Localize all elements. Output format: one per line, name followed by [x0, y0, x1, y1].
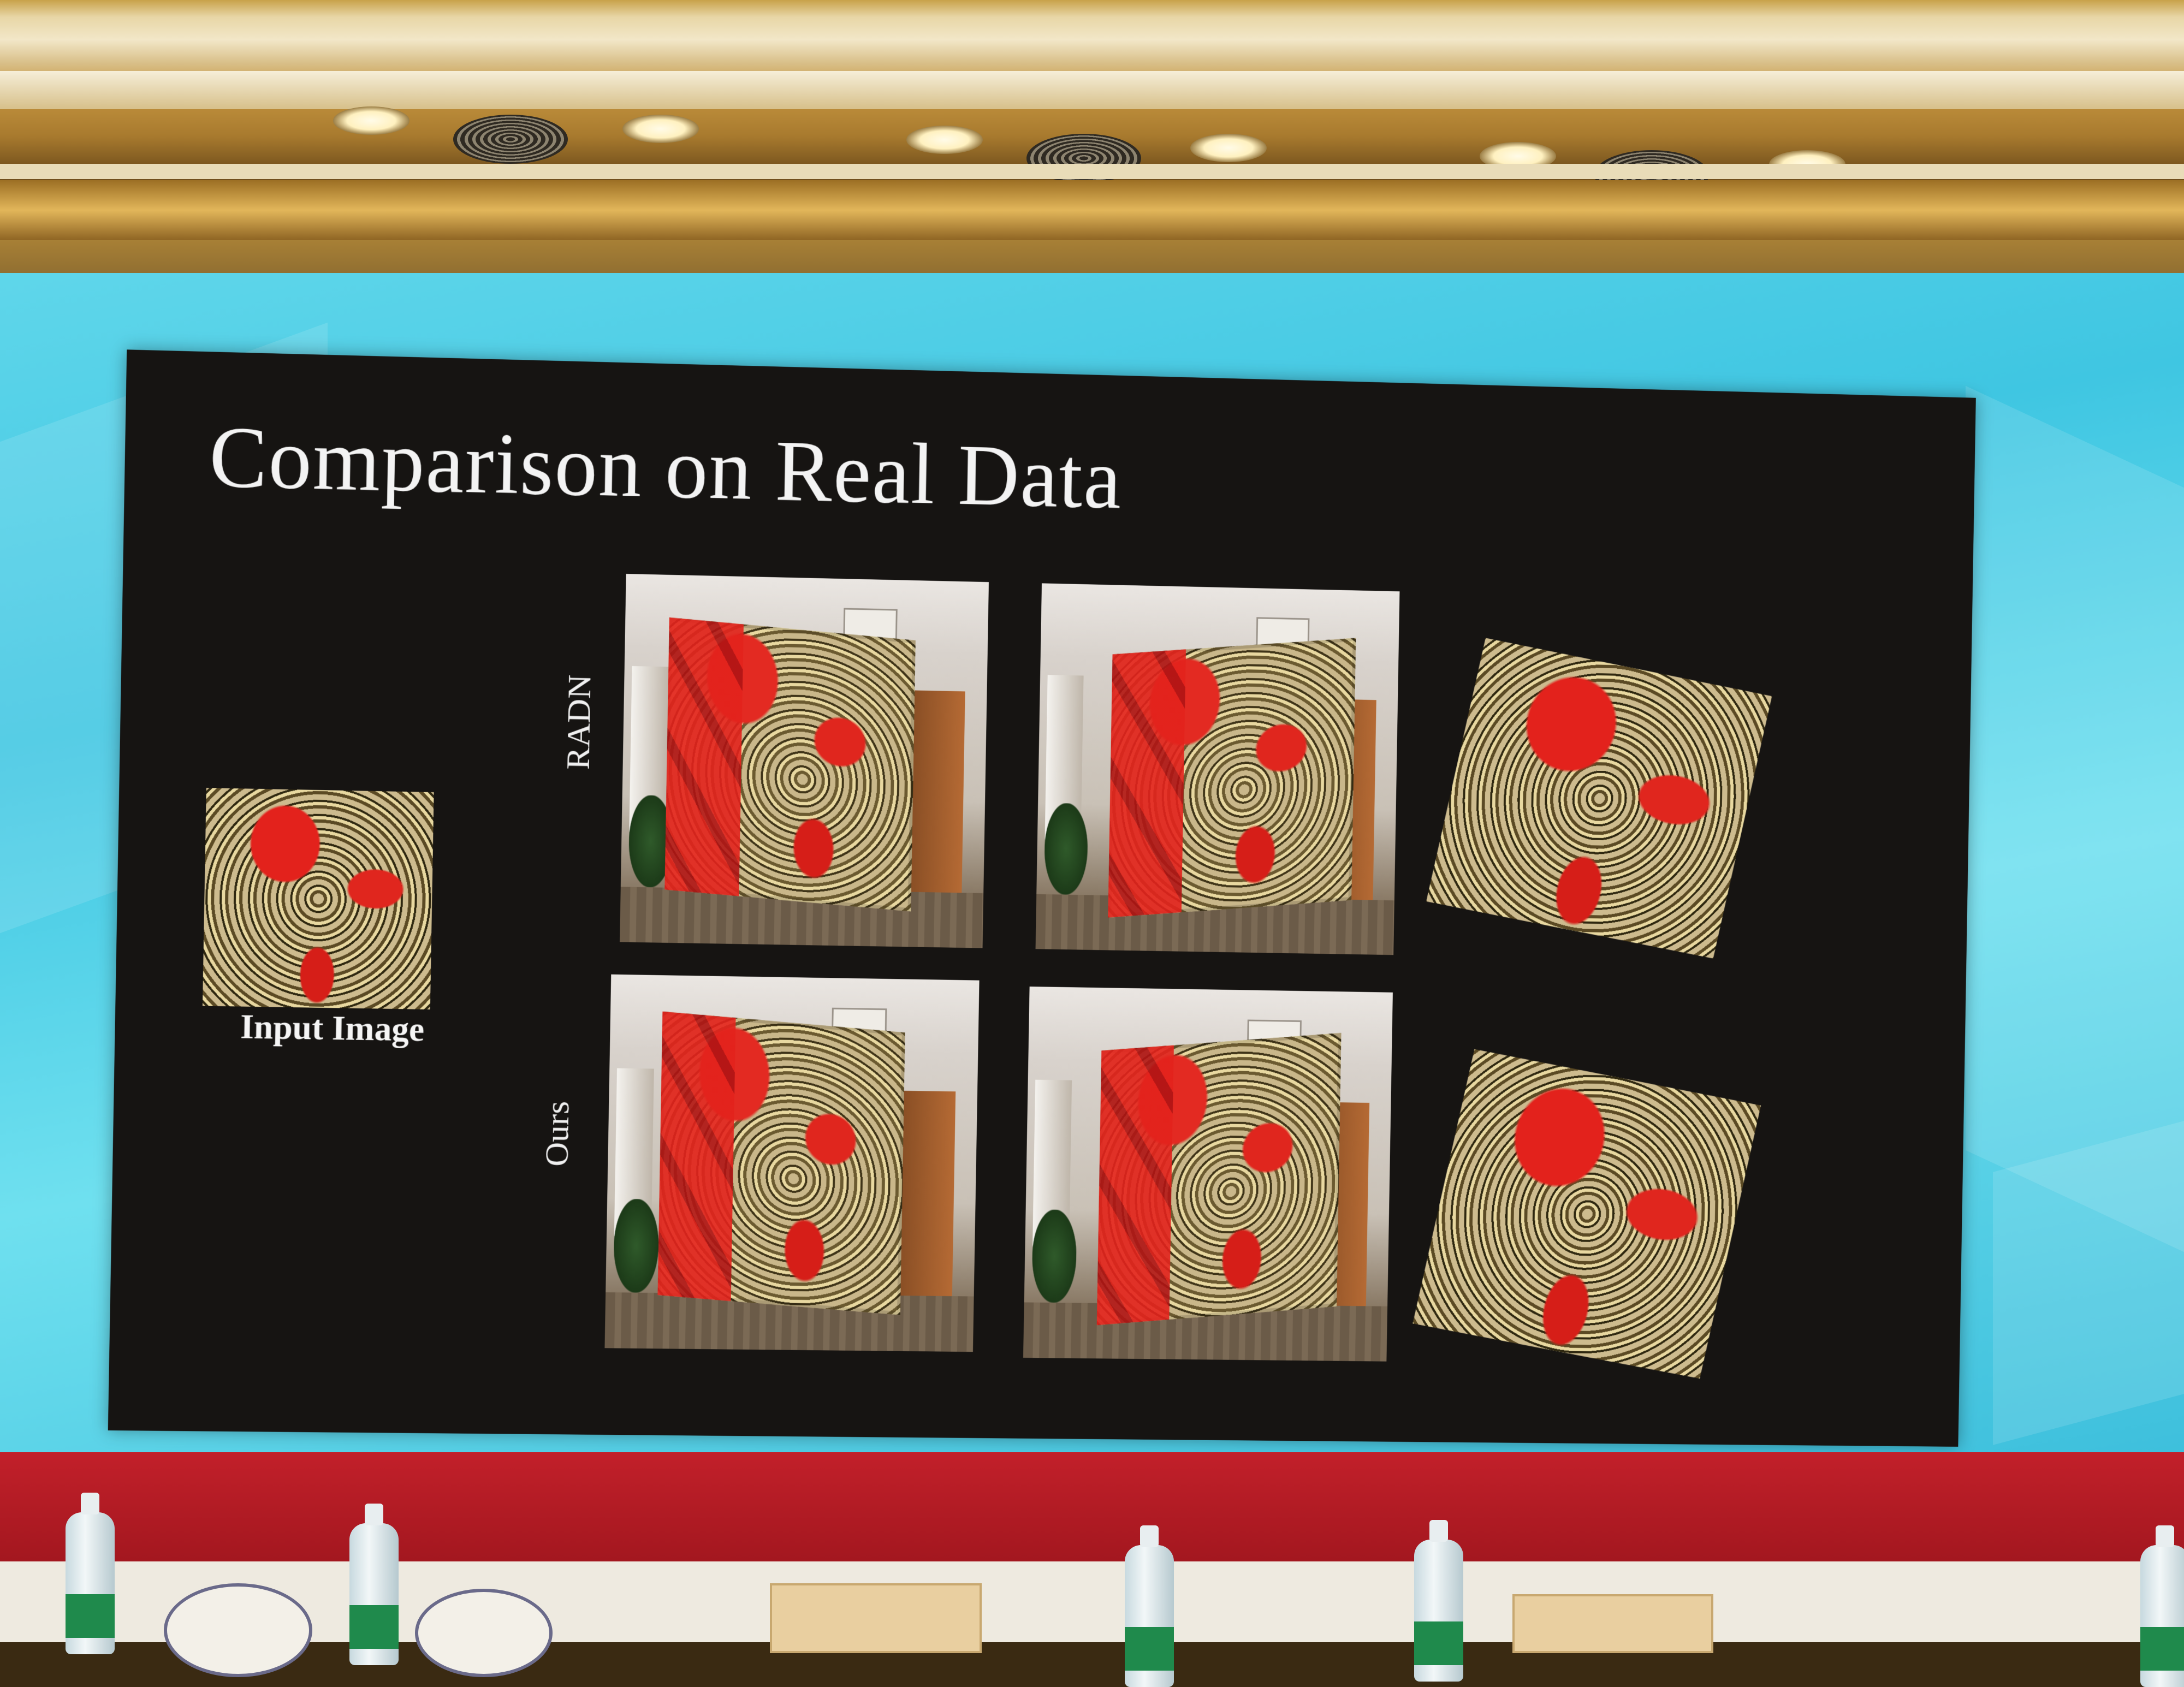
- ours-result-view-3: [1413, 1049, 1761, 1379]
- textured-panel: [664, 617, 916, 912]
- name-plate: [1512, 1594, 1713, 1653]
- room-plant: [1031, 1209, 1077, 1303]
- radn-result-view-2: [1036, 583, 1400, 955]
- textured-panel: [657, 1012, 905, 1315]
- ceiling-gold-trim: [0, 180, 2184, 240]
- bottle-label: [2140, 1627, 2184, 1671]
- ours-result-view-1: [604, 975, 979, 1352]
- slide-title: Comparison on Real Data: [209, 406, 1123, 528]
- textured-panel: [1097, 1032, 1342, 1324]
- university-seal: [164, 1583, 312, 1677]
- water-bottle: [1414, 1540, 1463, 1682]
- head-table: [0, 1561, 2184, 1642]
- ceiling-light: [906, 126, 983, 154]
- led-facet: [1966, 386, 2184, 1252]
- panel-red-pattern: [657, 1012, 735, 1302]
- room-door: [900, 1091, 955, 1296]
- name-plate: [770, 1583, 982, 1653]
- bottle-label: [349, 1605, 399, 1649]
- ceiling-vent: [453, 115, 568, 164]
- room-plant: [1043, 803, 1088, 895]
- ceiling-light: [1190, 134, 1267, 162]
- room-plant: [613, 1199, 659, 1293]
- bottle-cap: [81, 1493, 99, 1514]
- ceiling-cornice: [0, 71, 2184, 109]
- water-bottle: [66, 1512, 115, 1654]
- bottle-cap: [365, 1504, 383, 1525]
- ceiling-light: [333, 106, 410, 135]
- radn-result-view-3: [1426, 638, 1772, 959]
- bottle-cap: [1140, 1525, 1159, 1547]
- bottle-label: [66, 1594, 115, 1638]
- input-image-caption: Input Image: [207, 1006, 458, 1050]
- led-facet: [1993, 1121, 2184, 1445]
- room-door: [911, 691, 965, 893]
- panel-red-pattern: [1097, 1045, 1174, 1324]
- bottle-label: [1125, 1627, 1174, 1671]
- ours-result-view-2: [1023, 987, 1393, 1362]
- input-image: [203, 788, 434, 1009]
- panel-red-pattern: [1108, 649, 1185, 917]
- stage-red-banner: [0, 1452, 2184, 1561]
- water-bottle: [2140, 1545, 2184, 1687]
- presentation-slide: Comparison on Real Data Input Image RADN…: [108, 349, 1976, 1447]
- bottle-cap: [1429, 1520, 1448, 1542]
- radn-result-view-1: [620, 574, 989, 948]
- water-bottle: [1125, 1545, 1174, 1687]
- water-bottle: [349, 1523, 399, 1665]
- ceiling-light: [622, 115, 699, 143]
- row-label-radn: RADN: [560, 674, 600, 770]
- row-label-ours: Ours: [538, 1101, 577, 1167]
- university-seal: [415, 1589, 553, 1677]
- panel-red-pattern: [664, 617, 743, 896]
- bottle-cap: [2156, 1525, 2174, 1547]
- ceiling-molding: [0, 164, 2184, 179]
- ceiling: [0, 0, 2184, 284]
- bottle-label: [1414, 1621, 1463, 1665]
- textured-panel: [1108, 638, 1356, 917]
